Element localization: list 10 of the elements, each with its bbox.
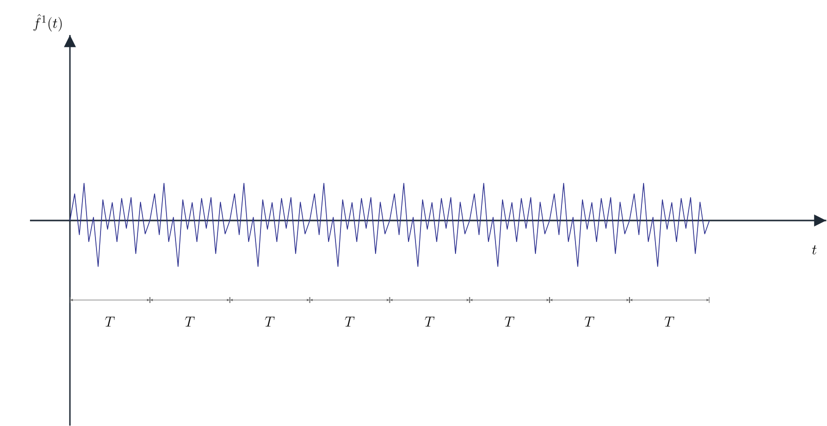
text: $T$ [344,316,355,326]
text: $T$ [424,316,434,326]
text: $T$ [185,316,195,326]
text: $T$ [504,316,514,326]
text: $t$ [812,245,816,254]
text: $\hat{f}^{1}(t)$ [33,14,62,32]
text: $T$ [105,316,115,326]
text: $T$ [265,316,275,326]
text: $T$ [664,316,674,326]
text: $T$ [584,316,594,326]
